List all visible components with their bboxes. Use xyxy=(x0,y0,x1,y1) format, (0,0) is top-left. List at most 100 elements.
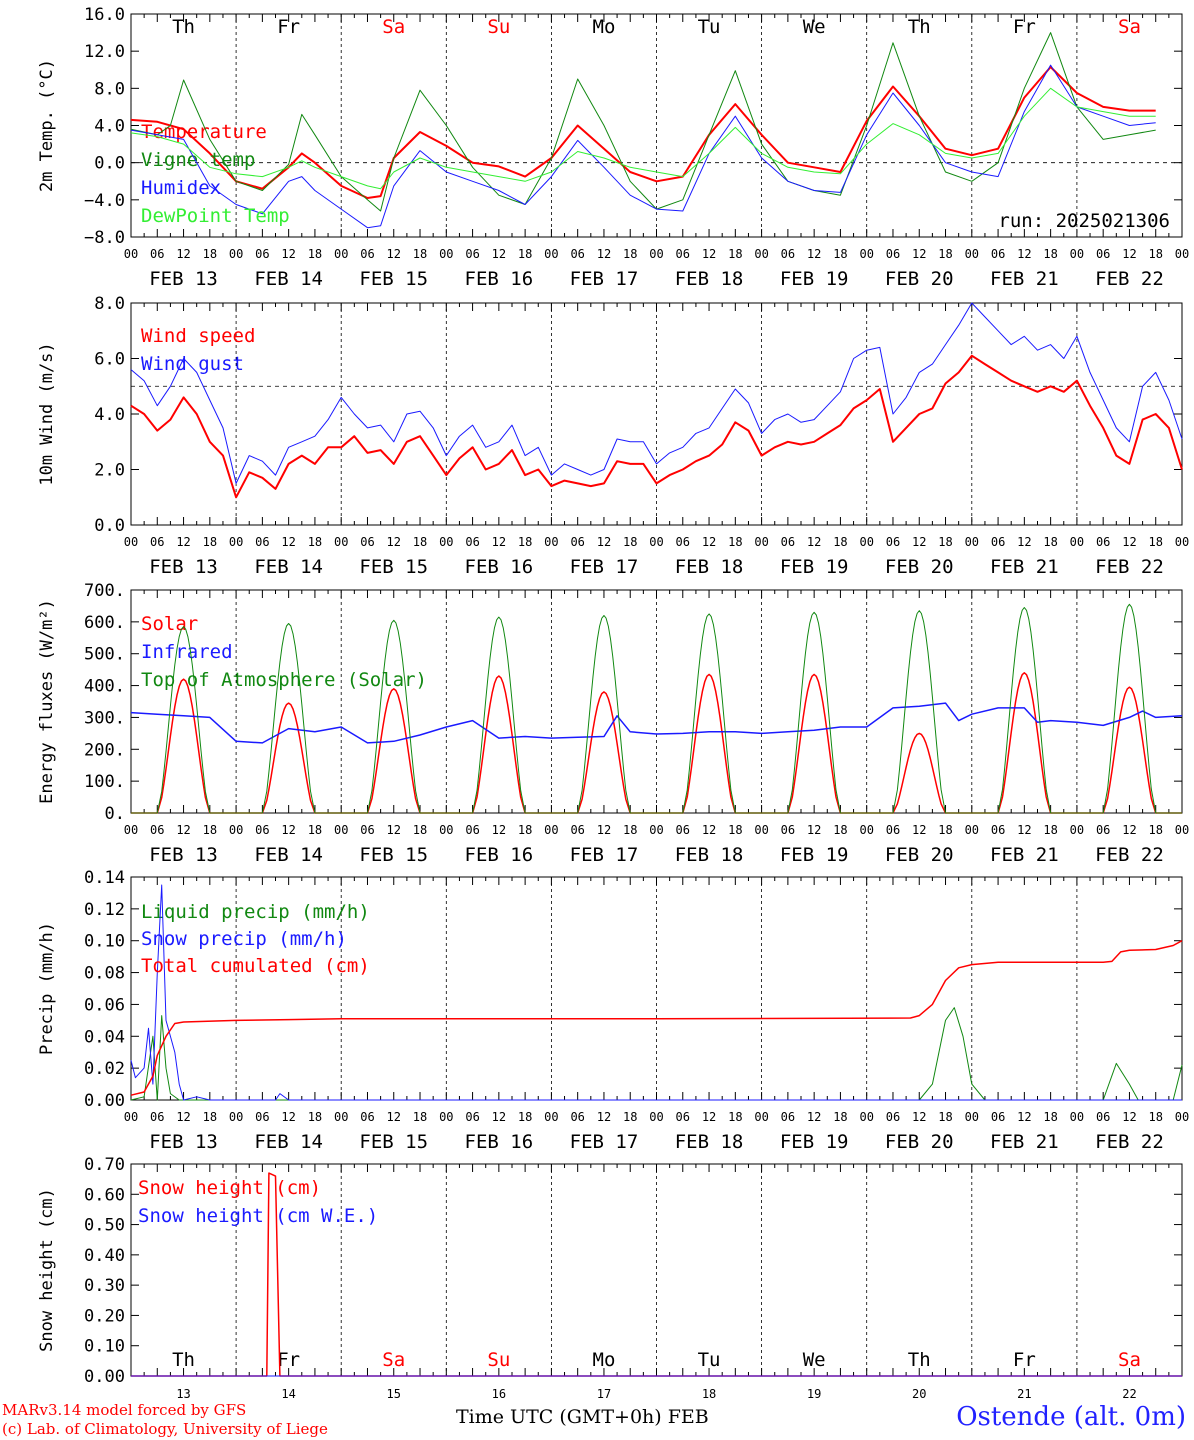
date-label: FEB 17 xyxy=(570,844,639,866)
hour-label: 00 xyxy=(544,535,558,549)
y-tick-label: 0. xyxy=(105,804,125,824)
hour-label: 18 xyxy=(413,823,427,837)
hour-label: 18 xyxy=(1043,1110,1057,1124)
hour-label: 00 xyxy=(649,535,663,549)
date-label: FEB 18 xyxy=(675,268,744,290)
y-tick-label: 0.06 xyxy=(84,995,125,1015)
y-tick-label: 6.0 xyxy=(94,350,125,370)
legend-entry: Top of Atmosphere (Solar) xyxy=(141,669,427,691)
y-tick-label: 0.50 xyxy=(84,1216,125,1236)
hour-label: 18 xyxy=(203,247,217,261)
hour-label: 06 xyxy=(465,247,479,261)
hour-label: 00 xyxy=(649,1110,663,1124)
hour-label: 06 xyxy=(465,535,479,549)
hour-label: 00 xyxy=(754,535,768,549)
hour-label: 00 xyxy=(544,1110,558,1124)
hour-label: 00 xyxy=(1070,247,1084,261)
plot-frame xyxy=(130,13,1183,238)
hour-label: 00 xyxy=(334,535,348,549)
y-tick-label: 0.10 xyxy=(84,1337,125,1357)
hour-label: 12 xyxy=(702,1110,716,1124)
hour-label: 06 xyxy=(150,1110,164,1124)
day-name: Th xyxy=(908,1349,931,1371)
hour-label: 00 xyxy=(965,823,979,837)
day-number: 13 xyxy=(176,1387,190,1401)
hour-label: 06 xyxy=(150,247,164,261)
hour-label: 06 xyxy=(886,247,900,261)
day-number: 20 xyxy=(912,1387,926,1401)
legend-entry: Vigne temp xyxy=(141,149,255,171)
hour-label: 18 xyxy=(623,247,637,261)
series-line xyxy=(130,302,1183,484)
series-line xyxy=(130,64,1156,229)
day-name: Sa xyxy=(382,1349,405,1371)
hour-label: 18 xyxy=(518,823,532,837)
date-label: FEB 16 xyxy=(465,268,534,290)
y-tick-label: 200. xyxy=(84,740,125,760)
hour-label: 18 xyxy=(1148,535,1162,549)
hour-label: 00 xyxy=(334,823,348,837)
y-axis-label: Energy fluxes (W/m²) xyxy=(37,599,57,804)
hour-label: 12 xyxy=(176,823,190,837)
day-name: Sa xyxy=(1118,1349,1141,1371)
hour-label: 12 xyxy=(387,823,401,837)
hour-label: 18 xyxy=(1043,535,1057,549)
legend-entry: Snow height (cm) xyxy=(138,1177,321,1199)
day-name: Mo xyxy=(593,16,616,38)
y-tick-label: −8.0 xyxy=(84,228,125,248)
hour-label: 18 xyxy=(518,535,532,549)
hour-label: 18 xyxy=(728,1110,742,1124)
hour-label: 06 xyxy=(781,1110,795,1124)
y-tick-label: 100. xyxy=(84,772,125,792)
series-line xyxy=(130,1007,1183,1101)
hour-label: 12 xyxy=(492,247,506,261)
hour-label: 12 xyxy=(597,247,611,261)
hour-label: 12 xyxy=(1017,535,1031,549)
date-label: FEB 21 xyxy=(990,556,1059,578)
date-label: FEB 21 xyxy=(990,844,1059,866)
hour-label: 18 xyxy=(1148,247,1162,261)
hour-label: 18 xyxy=(308,1110,322,1124)
hour-label: 12 xyxy=(1017,247,1031,261)
legend-entry: Liquid precip (mm/h) xyxy=(141,901,370,923)
hour-label: 00 xyxy=(1175,1110,1189,1124)
hour-label: 12 xyxy=(176,247,190,261)
y-tick-label: 600. xyxy=(84,613,125,633)
day-name: Sa xyxy=(382,16,405,38)
hour-label: 06 xyxy=(676,1110,690,1124)
date-label: FEB 15 xyxy=(359,268,428,290)
y-tick-label: 12.0 xyxy=(84,42,125,62)
hour-label: 06 xyxy=(1096,1110,1110,1124)
legend-entry: Infrared xyxy=(141,641,233,663)
date-label: FEB 20 xyxy=(885,844,954,866)
hour-label: 18 xyxy=(203,535,217,549)
y-tick-label: 0.10 xyxy=(84,932,125,952)
hour-label: 06 xyxy=(360,247,374,261)
hour-label: 18 xyxy=(308,247,322,261)
day-number: 16 xyxy=(492,1387,506,1401)
hour-label: 00 xyxy=(1175,823,1189,837)
hour-label: 06 xyxy=(991,823,1005,837)
hour-label: 18 xyxy=(1148,823,1162,837)
hour-label: 06 xyxy=(991,247,1005,261)
date-label: FEB 13 xyxy=(149,844,218,866)
date-label: FEB 15 xyxy=(359,556,428,578)
hour-label: 00 xyxy=(859,535,873,549)
y-tick-label: 0.14 xyxy=(84,868,125,888)
hour-label: 12 xyxy=(1122,535,1136,549)
date-label: FEB 14 xyxy=(254,1131,323,1153)
series-line xyxy=(130,32,1156,212)
hour-label: 00 xyxy=(965,1110,979,1124)
hour-label: 18 xyxy=(938,823,952,837)
hour-label: 12 xyxy=(492,823,506,837)
hour-label: 06 xyxy=(886,535,900,549)
hour-label: 12 xyxy=(597,535,611,549)
hour-label: 12 xyxy=(281,823,295,837)
day-name: Su xyxy=(487,1349,510,1371)
day-name: Mo xyxy=(593,1349,616,1371)
y-axis-label: 10m Wind (m/s) xyxy=(37,342,57,485)
y-tick-label: 0.00 xyxy=(84,1091,125,1111)
y-tick-label: 4.0 xyxy=(94,405,125,425)
hour-label: 00 xyxy=(649,247,663,261)
